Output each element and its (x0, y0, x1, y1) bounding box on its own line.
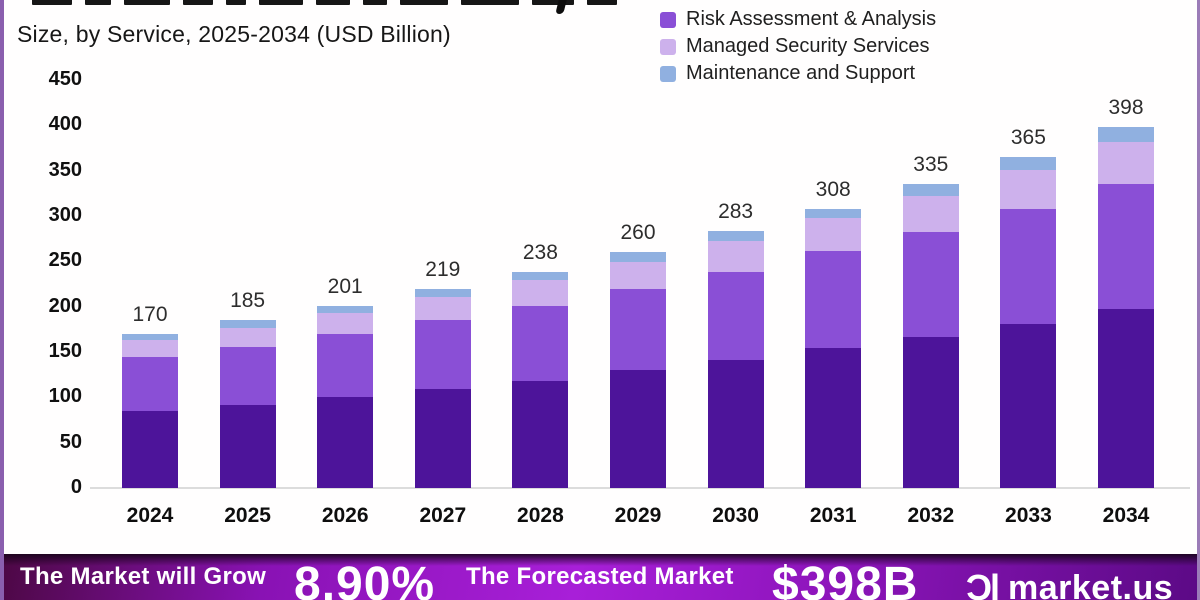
y-tick-label: 150 (48, 339, 82, 362)
legend-swatch-icon (660, 38, 676, 55)
y-tick-label: 50 (59, 430, 82, 453)
y-tick-label: 300 (48, 203, 82, 226)
bar-segment (902, 232, 959, 337)
bar-total-label: 365 (1010, 126, 1046, 150)
bar-segment (1000, 208, 1057, 324)
bar-segment (414, 389, 471, 488)
bar-segment (805, 217, 862, 252)
x-tick-label: 2034 (1102, 504, 1150, 527)
y-tick-label: 400 (48, 113, 82, 136)
x-tick-label: 2025 (224, 504, 271, 527)
bar-segment (122, 410, 178, 488)
bar-segment (122, 357, 178, 411)
bar-segment (512, 272, 569, 281)
legend-label: Maintenance and Support (686, 62, 916, 84)
bar-segment (610, 252, 666, 263)
bar-segment (512, 381, 569, 488)
x-tick-label: 2033 (1005, 504, 1052, 527)
legend-swatch-icon (660, 11, 676, 28)
brand-logo: Ɔl market.us (966, 567, 1174, 600)
bar-segment (219, 346, 276, 405)
bar-segment (610, 262, 666, 290)
clipped-title-fragments (32, 0, 617, 5)
x-axis-line (90, 487, 1190, 489)
bar-total-label: 283 (718, 200, 754, 224)
bar-segment (707, 272, 764, 361)
x-tick-label: 2030 (712, 504, 759, 527)
bar-segment (902, 336, 959, 488)
bar-segment (317, 305, 374, 313)
bar-total-label: 185 (230, 289, 266, 313)
bar-total-label: 238 (522, 241, 558, 265)
bar-segment (805, 251, 862, 349)
bar-segment (219, 404, 276, 488)
bar-total-label: 398 (1108, 96, 1144, 120)
bar-segment (122, 333, 178, 341)
bar-segment (414, 289, 471, 297)
bar-total-label: 201 (327, 274, 363, 298)
footer-grow-value: 8.90% (294, 558, 436, 600)
bar-segment (317, 333, 374, 398)
footer-grow-label: The Market will Grow (20, 563, 267, 590)
y-tick-label: 100 (48, 385, 82, 408)
bar-segment (317, 397, 374, 488)
bar-segment (219, 327, 276, 347)
bar-segment (512, 280, 569, 306)
x-tick-label: 2032 (907, 504, 955, 527)
y-tick-label: 350 (48, 158, 82, 181)
bar-segment (1000, 323, 1057, 488)
legend-label: Risk Assessment & Analysis (686, 8, 937, 30)
bar-total-label: 260 (620, 221, 656, 245)
chart-legend: Risk Assessment & Analysis Managed Securi… (660, 6, 936, 87)
brand-logo-icon: Ɔl (966, 567, 1000, 600)
legend-label: Managed Security Services (686, 35, 930, 57)
bar-segment (1098, 309, 1154, 488)
bar-segment (1000, 157, 1057, 170)
legend-swatch-icon (660, 65, 676, 82)
footer-forecast-label: The Forecasted Market (466, 563, 734, 590)
x-tick-label: 2027 (419, 504, 467, 527)
legend-item: Managed Security Services (660, 33, 936, 60)
bar-segment (219, 320, 276, 328)
bar-segment (1098, 127, 1154, 142)
footer-banner: The Market will Grow 8.90% The Forecaste… (4, 554, 1197, 600)
y-tick-label: 0 (70, 476, 82, 498)
bar-total-label: 308 (815, 177, 851, 201)
footer-forecast-value: $398B (772, 558, 919, 600)
bar-segment (1000, 169, 1057, 209)
y-tick-label: 450 (48, 67, 82, 90)
bar-segment (512, 305, 569, 381)
bar-segment (1098, 141, 1154, 185)
x-tick-label: 2031 (809, 504, 857, 527)
x-tick-label: 2026 (321, 504, 369, 527)
x-tick-label: 2029 (614, 504, 662, 527)
bar-total-label: 335 (913, 153, 949, 177)
bar-segment (707, 241, 764, 273)
bar-segment (414, 296, 471, 321)
legend-item: Risk Assessment & Analysis (660, 6, 936, 33)
bar-segment (610, 370, 666, 488)
legend-item: Maintenance and Support (660, 60, 936, 87)
bar-segment (805, 348, 862, 488)
y-tick-label: 200 (48, 294, 82, 317)
bar-segment (414, 320, 471, 390)
bar-segment (902, 196, 959, 233)
bar-segment (610, 289, 666, 371)
chart-subtitle: Size, by Service, 2025-2034 (USD Billion… (17, 21, 451, 47)
x-tick-label: 2024 (126, 504, 174, 527)
bar-segment (805, 208, 862, 218)
bar-segment (122, 340, 178, 358)
bar-total-label: 170 (132, 302, 168, 326)
bar-total-label: 219 (425, 258, 461, 282)
x-tick-label: 2028 (517, 504, 564, 527)
bar-segment (902, 184, 959, 197)
bar-segment (1098, 184, 1154, 310)
bar-segment (707, 360, 764, 488)
bar-segment (707, 231, 764, 242)
brand-logo-text: market.us (1008, 569, 1174, 600)
bar-segment (317, 313, 374, 334)
y-tick-label: 250 (48, 249, 82, 272)
